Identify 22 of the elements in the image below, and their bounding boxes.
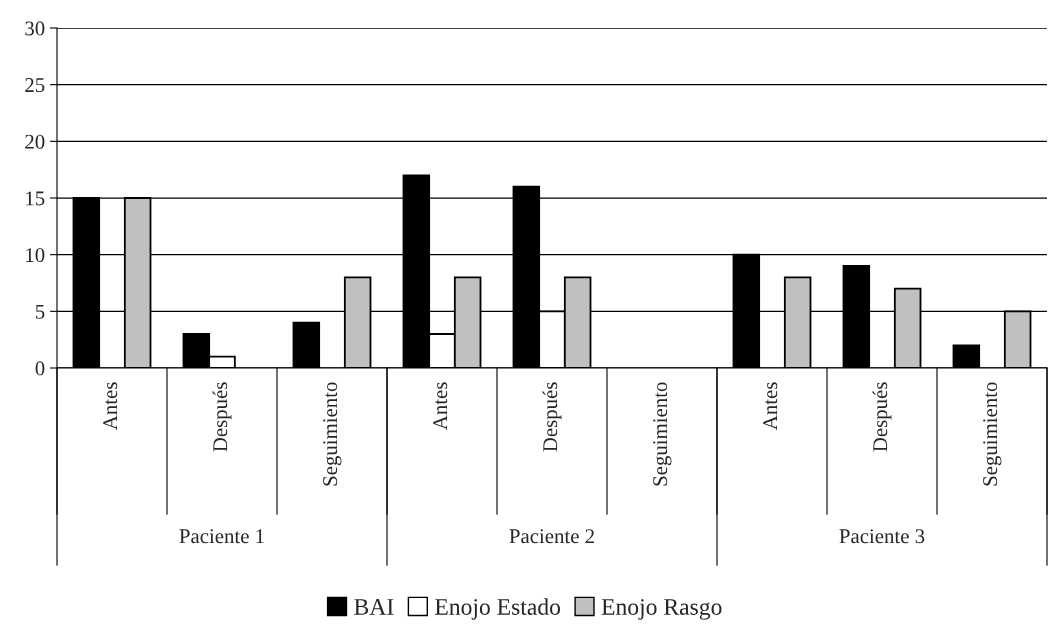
x-tick-label: Seguimiento xyxy=(653,382,672,486)
text: Paciente 1 xyxy=(179,529,264,544)
legend-label: Enojo Rasgo xyxy=(601,599,722,620)
x-tick-label: Seguimiento xyxy=(323,382,342,486)
y-tick-label: 10 xyxy=(26,248,45,263)
legend-label: BAI xyxy=(354,599,394,615)
y-tick-label: 25 xyxy=(25,78,45,93)
x-tick-label: Antes xyxy=(433,382,448,430)
x-tick-label: Seguimiento xyxy=(983,382,1002,486)
y-tick-label: 15 xyxy=(26,191,45,206)
y-tick-label: 30 xyxy=(25,21,45,36)
text: Paciente 3 xyxy=(839,529,925,544)
x-tick-label: Después xyxy=(542,382,562,452)
x-tick-label: Después xyxy=(212,382,232,452)
y-tick-label: 5 xyxy=(35,304,45,319)
y-tick-label: 20 xyxy=(25,134,45,149)
text: Paciente 2 xyxy=(509,529,594,544)
x-tick-label: Después xyxy=(872,382,892,452)
y-tick-label: 0 xyxy=(35,361,45,376)
x-tick-label: Antes xyxy=(763,382,778,430)
legend-label: Enojo Estado xyxy=(435,598,561,620)
x-tick-label: Antes xyxy=(103,382,118,430)
